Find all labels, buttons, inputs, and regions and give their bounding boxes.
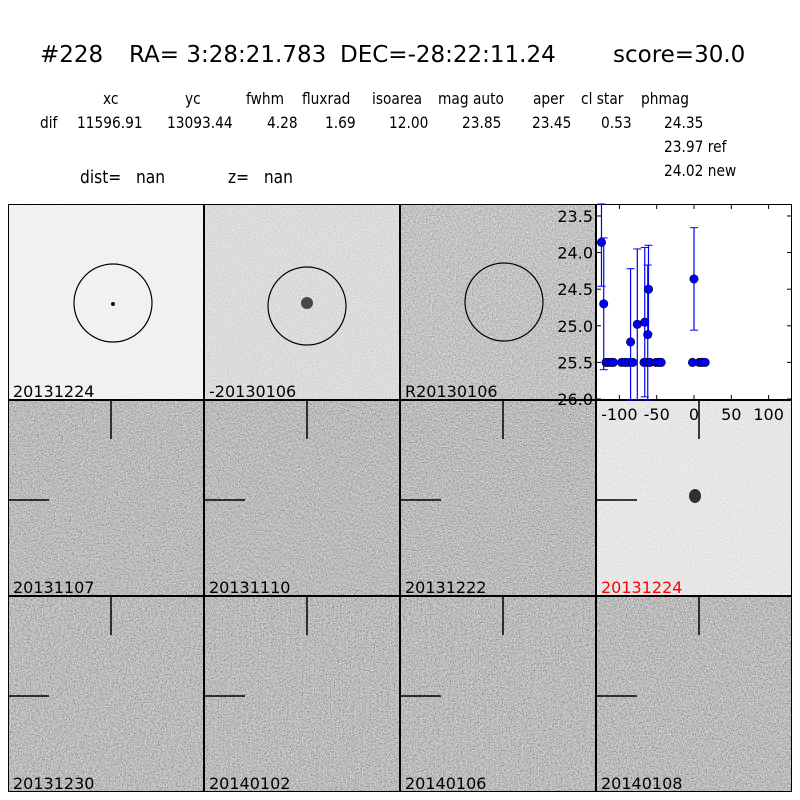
- aperture-circle: [73, 263, 153, 343]
- stamp-panel: 20131110: [204, 400, 400, 596]
- row-label: dif: [40, 113, 58, 132]
- y-tick-label: 26.0: [557, 390, 593, 409]
- x-tick-label: -100: [601, 405, 637, 424]
- val-isoarea: 12.00: [389, 113, 429, 132]
- new-mag: 24.02 new: [664, 161, 737, 180]
- stamp-image: [205, 597, 399, 791]
- x-tick-label: 100: [753, 405, 784, 424]
- stamp-date-label: R20130106: [405, 382, 498, 400]
- y-tick-label: 24.0: [557, 244, 593, 263]
- data-point: [689, 274, 699, 284]
- stamp-date-label: 20140108: [601, 774, 683, 792]
- stamp-image: [401, 205, 595, 399]
- x-tick-label: -50: [644, 405, 670, 424]
- score-value: score=30.0: [613, 42, 746, 68]
- col-aper: aper: [533, 89, 565, 108]
- stamp-panel: -20130106: [204, 204, 400, 400]
- data-point: [643, 284, 653, 294]
- stamp-panel: 20131230: [8, 596, 204, 792]
- col-fluxrad: fluxrad: [302, 89, 351, 108]
- data-point: [632, 319, 642, 329]
- stamp-date-label: 20131107: [13, 578, 95, 596]
- stamp-date-label: 20131222: [405, 578, 487, 596]
- ref-mag: 23.97 ref: [664, 137, 727, 156]
- stamp-image: [9, 205, 203, 399]
- val-aper: 23.45: [532, 113, 572, 132]
- col-phmag: phmag: [641, 89, 690, 108]
- val-cl-star: 0.53: [601, 113, 632, 132]
- col-mag-auto: mag auto: [438, 89, 504, 108]
- stamp-panel: 20131107: [8, 400, 204, 596]
- stamp-image: [9, 597, 203, 791]
- y-tick-label: 24.5: [557, 280, 593, 299]
- candidate-id: #228: [40, 42, 104, 68]
- aperture-circle: [267, 266, 347, 346]
- col-fwhm: fwhm: [246, 89, 284, 108]
- col-yc: yc: [185, 89, 201, 108]
- x-tick-label: 0: [689, 405, 699, 424]
- z-value: z= nan: [228, 167, 293, 188]
- data-point: [700, 357, 710, 367]
- data-point: [656, 357, 666, 367]
- stamp-image: [9, 401, 203, 595]
- data-point: [608, 357, 618, 367]
- val-mag-auto: 23.85: [462, 113, 502, 132]
- stamp-panel: 20131222: [400, 400, 596, 596]
- light-curve-plot: -100 -50 0 50 100 23.5 24.0 24.5 25.0 25.5 26.0: [557, 203, 792, 424]
- stamp-date-label: -20130106: [209, 382, 297, 400]
- data-point: [643, 330, 653, 340]
- stamp-image: [205, 401, 399, 595]
- col-isoarea: isoarea: [372, 89, 423, 108]
- stamp-panel: 20131224: [8, 204, 204, 400]
- stamp-date-label: 20131224: [13, 382, 95, 400]
- val-fwhm: 4.28: [267, 113, 298, 132]
- dec-value: DEC=-28:22:11.24: [340, 42, 556, 68]
- stamp-panel: 20140108: [596, 596, 792, 792]
- val-xc: 11596.91: [77, 113, 143, 132]
- val-phmag: 24.35: [664, 113, 704, 132]
- data-point: [596, 237, 606, 247]
- stamp-panel: R20130106: [400, 204, 596, 400]
- val-fluxrad: 1.69: [325, 113, 356, 132]
- stamp-image: [401, 401, 595, 595]
- stamp-panel: 20140102: [204, 596, 400, 792]
- y-tick-label: 23.5: [557, 207, 593, 226]
- col-xc: xc: [103, 89, 119, 108]
- stamp-date-label: 20140106: [405, 774, 487, 792]
- stamp-date-label: 20131224: [601, 578, 683, 596]
- stamp-date-label: 20131230: [13, 774, 95, 792]
- stamp-image: [597, 597, 791, 791]
- stamp-panel: 20131224: [596, 400, 792, 596]
- stamp-date-label: 20140102: [209, 774, 291, 792]
- aperture-circle: [464, 262, 544, 342]
- y-tick-label: 25.0: [557, 317, 593, 336]
- val-yc: 13093.44: [167, 113, 233, 132]
- data-point: [628, 357, 638, 367]
- stamp-image: [401, 597, 595, 791]
- stamp-panel: 20140106: [400, 596, 596, 792]
- stamp-date-label: 20131110: [209, 578, 291, 596]
- dist-value: dist= nan: [80, 167, 166, 188]
- data-point: [626, 337, 636, 347]
- y-tick-label: 25.5: [557, 353, 593, 372]
- col-cl-star: cl star: [581, 89, 624, 108]
- data-point: [599, 299, 609, 309]
- x-tick-label: 50: [721, 405, 741, 424]
- ra-value: RA= 3:28:21.783: [129, 42, 327, 68]
